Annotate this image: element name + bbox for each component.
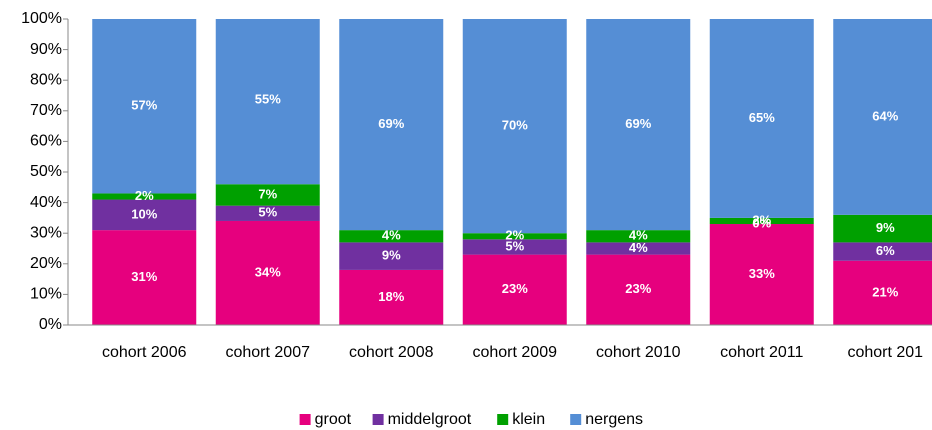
bar-segment bbox=[586, 242, 691, 255]
data-label: 64% bbox=[872, 108, 898, 123]
legend-label: middelgroot bbox=[388, 411, 472, 428]
legend-label: klein bbox=[512, 411, 545, 428]
data-label: 21% bbox=[872, 284, 898, 299]
x-tick-label: cohort 2010 bbox=[596, 344, 681, 361]
data-label: 7% bbox=[258, 186, 277, 201]
data-label: 34% bbox=[255, 264, 281, 279]
bar-segment bbox=[586, 230, 691, 243]
y-tick-label: 30% bbox=[30, 224, 62, 241]
bar-segment bbox=[833, 214, 932, 243]
bar-segment bbox=[833, 19, 932, 215]
y-tick-label: 10% bbox=[30, 286, 62, 303]
x-tick-label: cohort 201 bbox=[847, 344, 923, 361]
bar-segment bbox=[92, 19, 197, 194]
bar-segment bbox=[462, 19, 567, 234]
data-label: 69% bbox=[625, 116, 651, 131]
bar-segment bbox=[215, 205, 320, 221]
data-label: 5% bbox=[505, 238, 524, 253]
bar-segment bbox=[462, 254, 567, 325]
bar-segment bbox=[92, 199, 197, 231]
x-tick-label: cohort 2007 bbox=[225, 344, 310, 361]
bar-segment bbox=[92, 193, 197, 200]
bar-segment bbox=[339, 242, 444, 270]
data-label: 2% bbox=[505, 228, 524, 243]
y-tick-label: 90% bbox=[30, 41, 62, 58]
data-label: 31% bbox=[131, 269, 157, 284]
data-label: 55% bbox=[255, 92, 281, 107]
data-label: 33% bbox=[749, 266, 775, 281]
data-label: 18% bbox=[378, 289, 404, 304]
x-tick-label: cohort 2009 bbox=[472, 344, 557, 361]
legend-swatch bbox=[570, 414, 582, 425]
legend-swatch bbox=[299, 414, 311, 425]
data-label: 23% bbox=[625, 281, 651, 296]
data-label: 69% bbox=[378, 116, 404, 131]
legend-swatch bbox=[372, 414, 384, 425]
data-label: 65% bbox=[749, 110, 775, 125]
x-tick-label: cohort 2011 bbox=[720, 344, 803, 361]
y-tick-label: 70% bbox=[30, 102, 62, 119]
bar-segment bbox=[339, 230, 444, 243]
bar-segment bbox=[92, 230, 197, 325]
y-tick-label: 80% bbox=[30, 71, 62, 88]
bar-segment bbox=[586, 19, 691, 231]
data-label: 10% bbox=[131, 206, 157, 221]
data-label: 9% bbox=[876, 220, 895, 235]
bar-segment bbox=[339, 269, 444, 325]
data-label: 4% bbox=[629, 240, 648, 255]
data-label: 23% bbox=[502, 281, 528, 296]
data-label: 0% bbox=[752, 215, 771, 230]
data-label: 5% bbox=[258, 205, 277, 220]
data-label: 4% bbox=[629, 228, 648, 243]
bar-segment bbox=[462, 239, 567, 255]
bar-segment bbox=[709, 217, 814, 225]
y-tick-label: 0% bbox=[39, 316, 62, 333]
bar-segment bbox=[215, 220, 320, 325]
data-label: 4% bbox=[382, 228, 401, 243]
bar-segment bbox=[709, 19, 814, 218]
data-label: 70% bbox=[502, 118, 528, 133]
legend-label: groot bbox=[315, 411, 352, 428]
plot-area bbox=[92, 19, 932, 325]
y-tick-label: 60% bbox=[30, 133, 62, 150]
y-tick-label: 50% bbox=[30, 163, 62, 180]
bar-segment bbox=[215, 184, 320, 206]
bar-segment bbox=[462, 233, 567, 240]
y-tick-label: 40% bbox=[30, 194, 62, 211]
data-label: 2% bbox=[135, 188, 154, 203]
x-tick-label: cohort 2008 bbox=[349, 344, 434, 361]
data-label: 57% bbox=[131, 98, 157, 113]
y-tick-label: 100% bbox=[21, 10, 62, 27]
bar-segment bbox=[709, 224, 814, 325]
bar-segment bbox=[833, 260, 932, 325]
legend-label: nergens bbox=[585, 411, 643, 428]
data-label: 6% bbox=[876, 243, 895, 258]
y-tick-label: 20% bbox=[30, 255, 62, 272]
x-tick-label: cohort 2006 bbox=[102, 344, 187, 361]
legend-swatch bbox=[497, 414, 509, 425]
data-label: 2% bbox=[752, 212, 771, 227]
bar-segment bbox=[215, 19, 320, 185]
data-label: 9% bbox=[382, 248, 401, 263]
bar-segment bbox=[833, 242, 932, 261]
bar-segment bbox=[586, 254, 691, 325]
bar-segment bbox=[339, 19, 444, 231]
